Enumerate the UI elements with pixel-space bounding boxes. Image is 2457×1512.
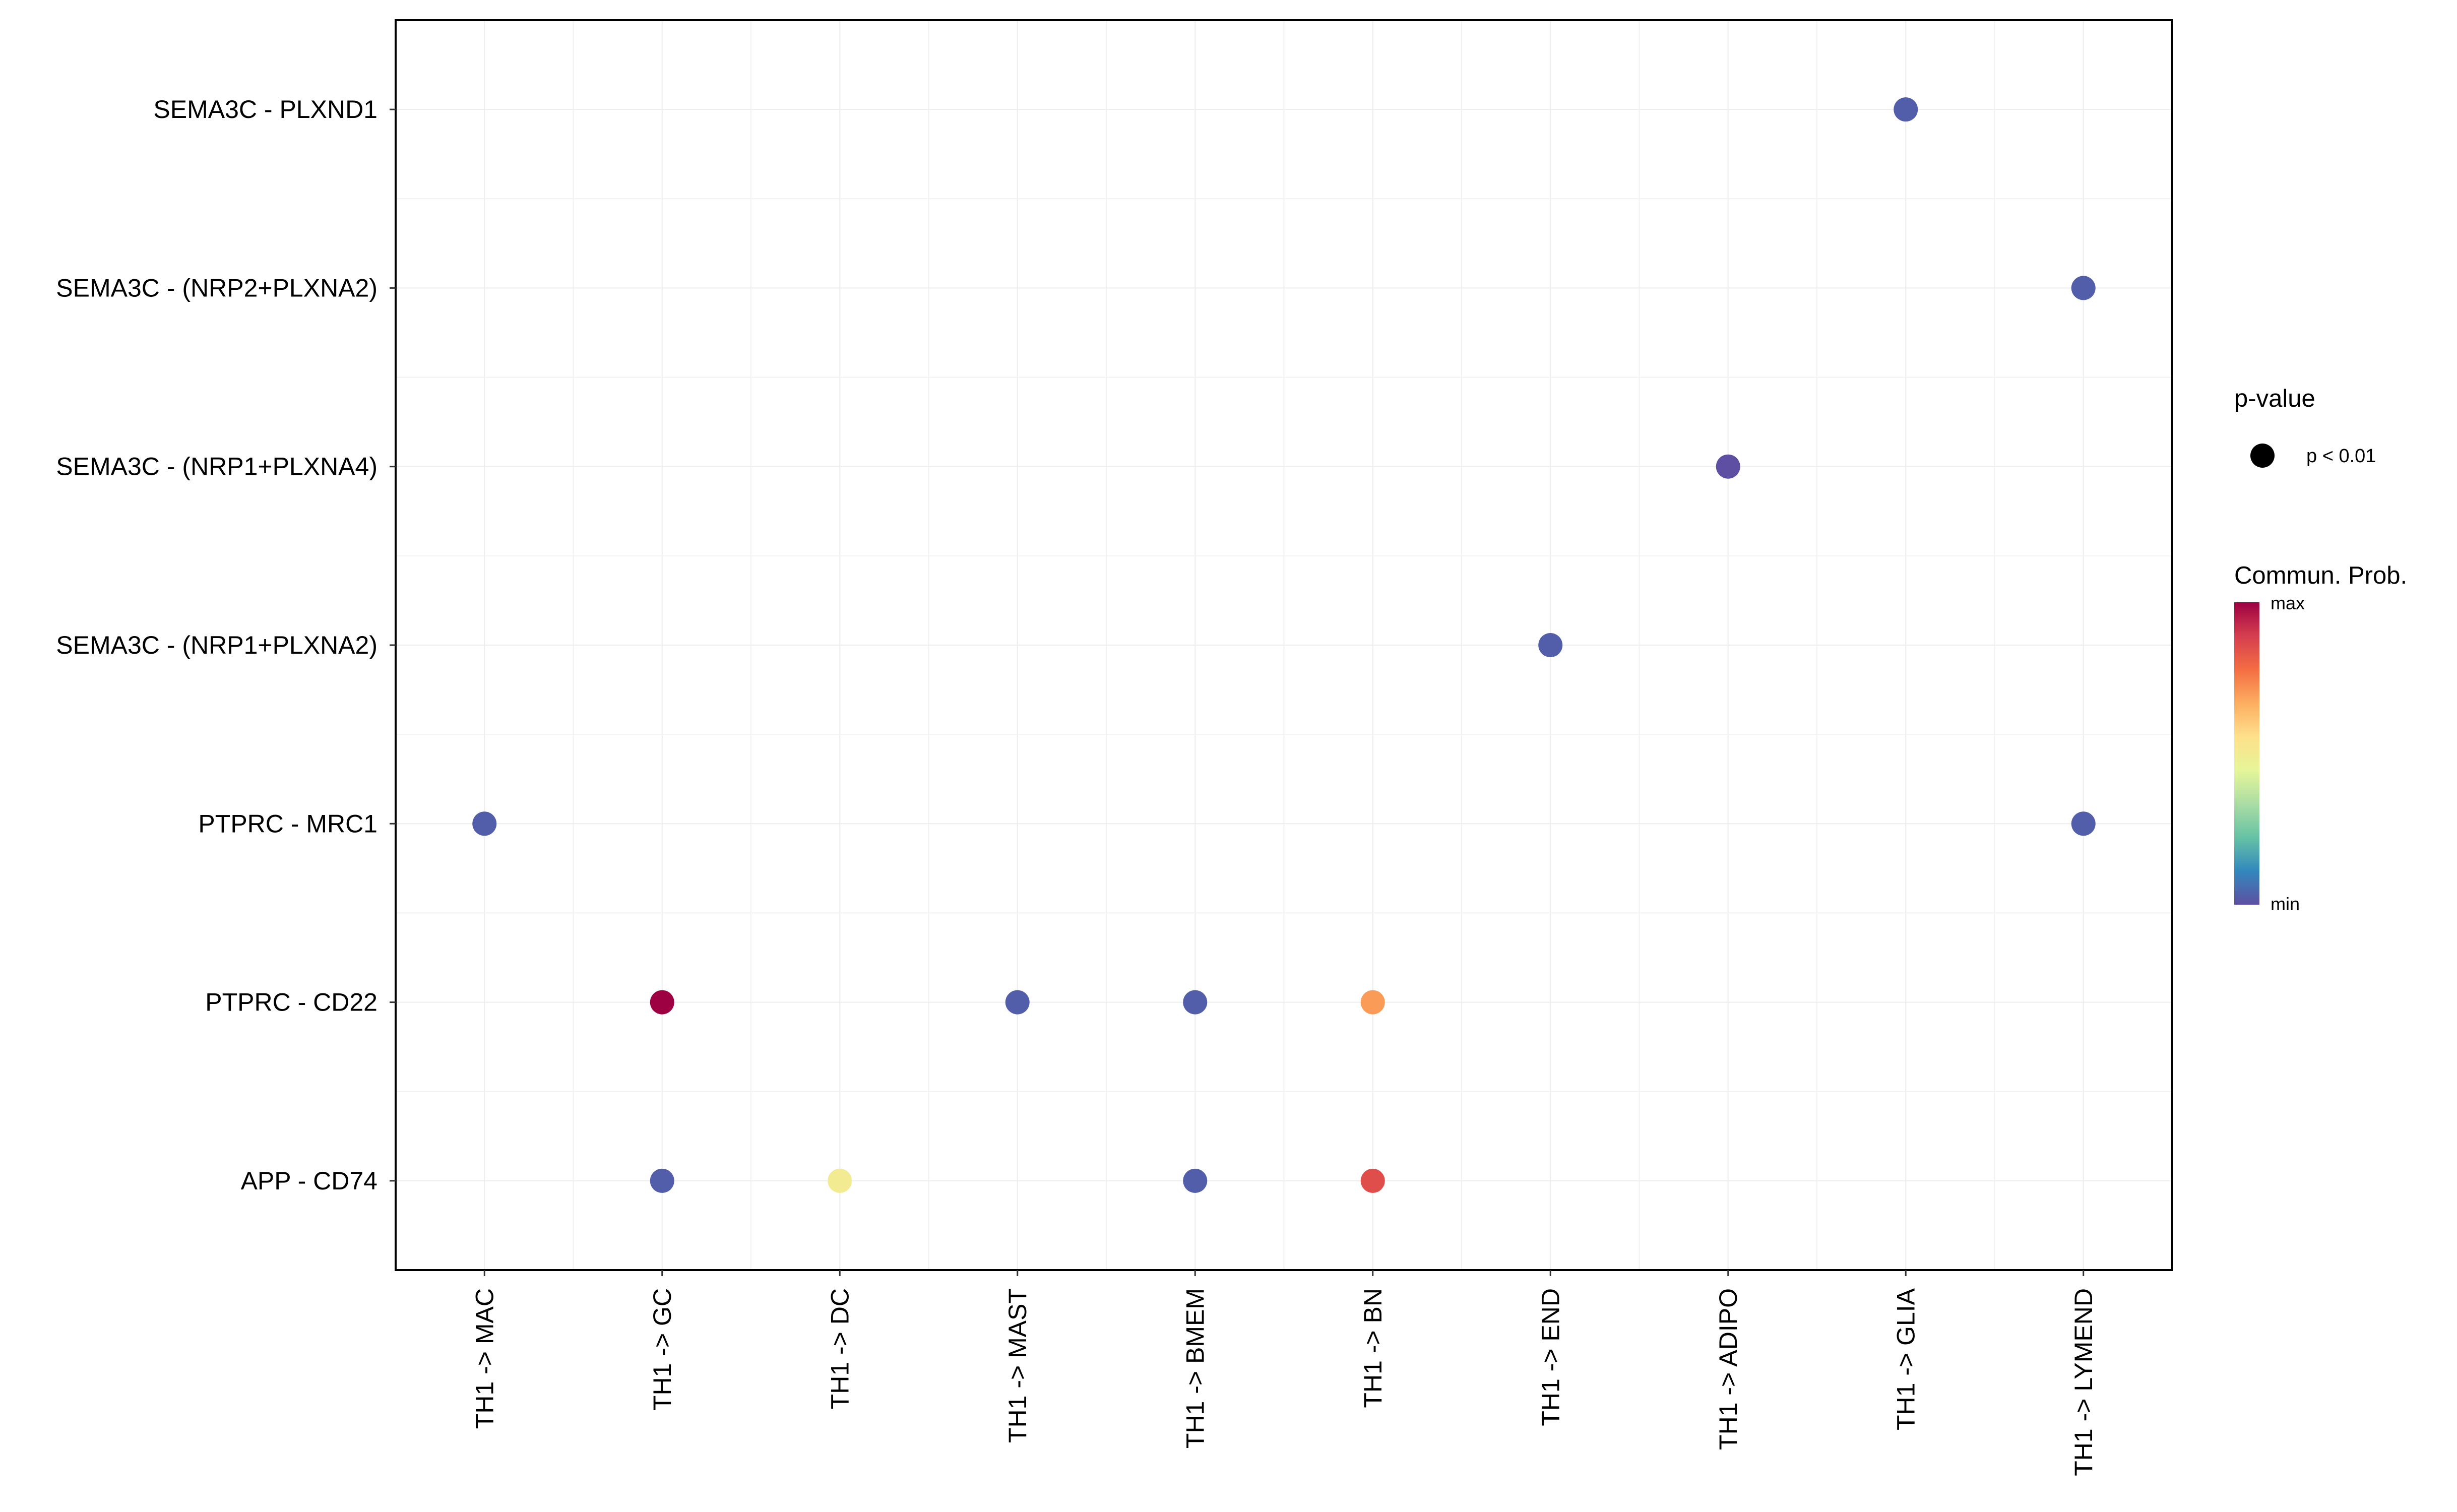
data-point	[1183, 990, 1208, 1015]
y-tick-label: SEMA3C - (NRP1+PLXNA2)	[56, 631, 377, 659]
data-point	[2071, 811, 2096, 836]
x-tick-label: TH1 -> MAST	[1003, 1288, 1032, 1443]
x-tick-label: TH1 -> GLIA	[1892, 1288, 1920, 1430]
y-tick-label: SEMA3C - (NRP1+PLXNA4)	[56, 453, 377, 481]
data-point	[1716, 454, 1740, 479]
colorbar-title: Commun. Prob.	[2234, 562, 2407, 589]
x-tick-label: TH1 -> MAC	[470, 1288, 498, 1429]
x-tick-label: TH1 -> BMEM	[1181, 1288, 1209, 1448]
data-point	[1360, 990, 1385, 1015]
y-tick-label: PTPRC - MRC1	[198, 809, 377, 838]
colorbar-max-label: max	[2271, 593, 2305, 613]
legend: p-value p < 0.01 Commun. Prob. max min	[2234, 385, 2407, 914]
colorbar-min-label: min	[2271, 894, 2300, 914]
colorbar	[2234, 602, 2259, 905]
x-tick-label: TH1 -> DC	[826, 1288, 854, 1409]
pvalue-legend-key	[2250, 444, 2275, 468]
x-tick-label: TH1 -> END	[1536, 1288, 1564, 1426]
pvalue-legend-label: p < 0.01	[2306, 446, 2376, 467]
x-axis: TH1 -> MAC TH1 -> GC TH1 -> DC TH1 -> MAST T…	[470, 1270, 2098, 1476]
data-points	[472, 97, 2096, 1193]
x-tick-label: TH1 -> GC	[648, 1288, 676, 1411]
y-tick-label: APP - CD74	[241, 1167, 377, 1195]
x-tick-label: TH1 -> ADIPO	[1714, 1288, 1742, 1450]
x-tick-label: TH1 -> BN	[1359, 1288, 1387, 1408]
grid	[396, 20, 2172, 1270]
pvalue-legend-title: p-value	[2234, 385, 2315, 412]
data-point	[1360, 1168, 1385, 1193]
data-point	[2071, 276, 2096, 300]
data-point	[1183, 1168, 1208, 1193]
data-point	[472, 811, 497, 836]
data-point	[828, 1168, 852, 1193]
data-point	[650, 1168, 674, 1193]
x-tick-label: TH1 -> LYMEND	[2069, 1288, 2098, 1476]
y-tick-label: SEMA3C - PLXND1	[153, 95, 377, 123]
data-point	[1894, 97, 1918, 122]
y-tick-label: SEMA3C - (NRP2+PLXNA2)	[56, 274, 377, 302]
data-point	[650, 990, 674, 1015]
data-point	[1005, 990, 1030, 1015]
data-point	[1538, 633, 1563, 657]
y-axis: SEMA3C - PLXND1 SEMA3C - (NRP2+PLXNA2) SEM…	[56, 95, 396, 1195]
y-tick-label: PTPRC - CD22	[205, 988, 377, 1017]
